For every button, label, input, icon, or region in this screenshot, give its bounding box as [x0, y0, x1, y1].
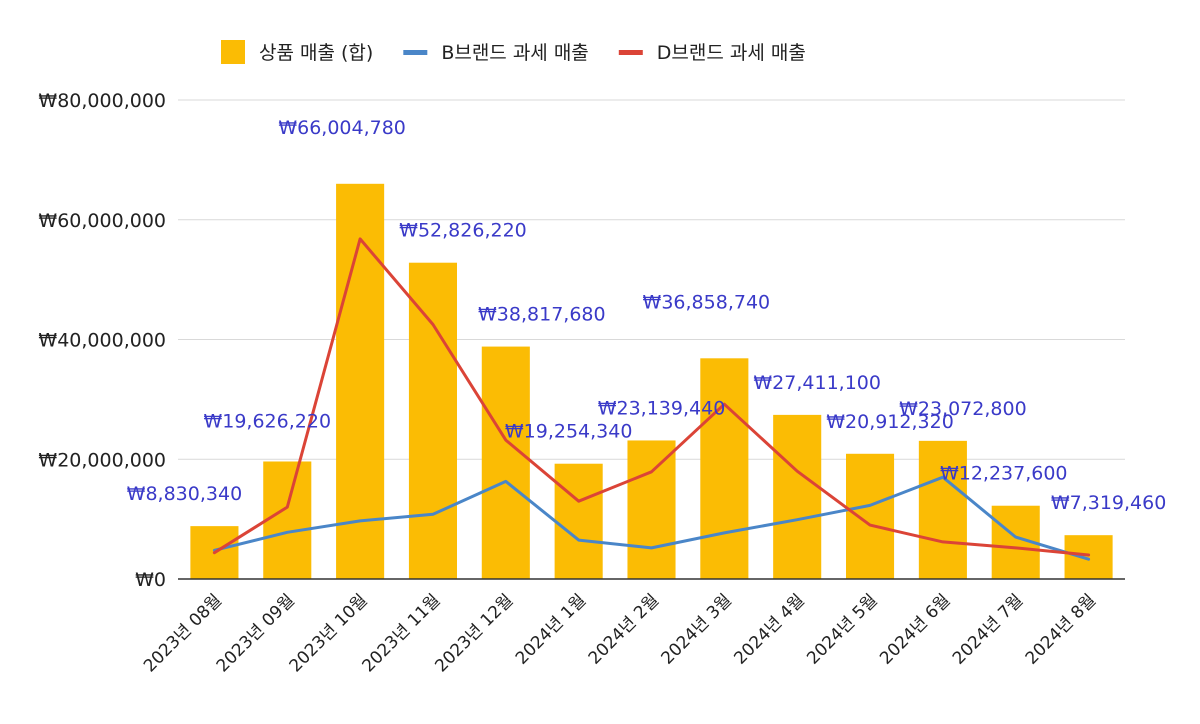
data-label: ₩19,626,220	[203, 410, 331, 432]
data-label: ₩27,411,100	[753, 372, 881, 394]
x-tick-label: 2024년 6월	[876, 590, 954, 668]
data-label: ₩38,817,680	[478, 304, 606, 326]
bar	[918, 440, 967, 579]
data-label: ₩19,254,340	[505, 421, 633, 443]
legend-label: D브랜드 과세 매출	[657, 42, 806, 64]
bar	[627, 440, 676, 579]
legend: 상품 매출 (합) B브랜드 과세 매출 D브랜드 과세 매출	[221, 40, 806, 64]
y-tick-label: ₩40,000,000	[38, 330, 166, 352]
y-tick-label: ₩20,000,000	[38, 449, 166, 471]
data-label: ₩23,072,800	[899, 398, 1027, 420]
data-label: ₩20,912,320	[826, 411, 954, 433]
x-tick-label: 2024년 4월	[730, 590, 808, 668]
data-label: ₩36,858,740	[643, 291, 771, 313]
bar	[263, 461, 312, 579]
data-label: ₩23,139,440	[598, 397, 726, 419]
x-tick-label: 2024년 1월	[512, 590, 590, 668]
y-tick-label: ₩80,000,000	[38, 90, 166, 112]
x-tick-label: 2024년 5월	[803, 590, 881, 668]
bar	[845, 453, 895, 579]
bar-series	[190, 183, 1113, 579]
series-line	[212, 475, 1091, 561]
legend-swatch	[403, 50, 428, 55]
bar	[336, 183, 385, 579]
bar	[408, 262, 458, 579]
bar	[481, 346, 530, 579]
bar	[773, 414, 822, 579]
legend-swatch	[618, 50, 643, 55]
bar	[554, 463, 603, 579]
data-label: ₩12,237,600	[940, 463, 1068, 485]
x-tick-label: 2024년 8월	[1022, 590, 1100, 668]
line-series	[212, 237, 1091, 561]
x-tick-label: 2024년 3월	[658, 590, 736, 668]
bar	[1064, 535, 1113, 579]
y-tick-label: ₩0	[135, 569, 166, 591]
y-tick-label: ₩60,000,000	[38, 210, 166, 232]
x-tick-label: 2024년 7월	[949, 590, 1027, 668]
x-tick-label: 2024년 2월	[585, 590, 663, 668]
data-label: ₩8,830,340	[127, 483, 242, 505]
data-label: ₩66,004,780	[278, 117, 406, 139]
legend-swatch	[221, 40, 245, 64]
data-label: ₩52,826,220	[399, 220, 527, 242]
series-line	[212, 237, 1091, 557]
bar	[700, 358, 749, 579]
legend-label: B브랜드 과세 매출	[441, 42, 588, 64]
data-labels: ₩8,830,340 ₩19,626,220 ₩66,004,780 ₩52,826,…	[127, 117, 1167, 514]
data-label: ₩7,319,460	[1051, 492, 1166, 514]
axes: ₩0 ₩20,000,000 ₩40,000,000 ₩60,000,000 ₩80,0…	[38, 90, 1125, 676]
legend-label: 상품 매출 (합)	[259, 42, 373, 64]
x-tick-label: 2023년 12월	[431, 590, 517, 676]
